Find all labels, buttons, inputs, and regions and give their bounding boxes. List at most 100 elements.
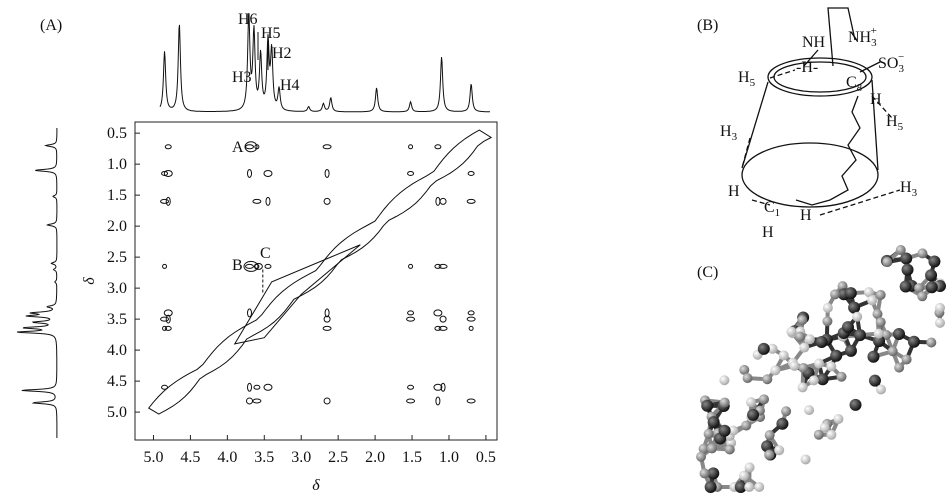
atom [797, 382, 808, 393]
atom [928, 255, 941, 268]
cross-peak [161, 384, 169, 390]
atom [786, 326, 797, 337]
atom [704, 481, 717, 493]
x-tick-label: 4.0 [217, 449, 237, 466]
cross-peak [440, 382, 446, 392]
cross-peak [439, 315, 447, 323]
cross-peak [264, 263, 272, 269]
circled-peak [244, 141, 258, 153]
atom [719, 375, 730, 386]
atom [836, 371, 847, 382]
cross-peak [162, 325, 168, 331]
cross-peak [165, 314, 171, 324]
atom [876, 384, 887, 395]
cross-peak [406, 398, 416, 404]
atom [925, 269, 938, 282]
cross-peak [434, 144, 442, 150]
label-base: C [846, 74, 857, 91]
cross-peak [438, 325, 448, 331]
label-base: H [900, 179, 912, 196]
diagram-label: SO3− [878, 51, 904, 75]
label-sub: 8 [857, 82, 863, 94]
diagram-label: NH [802, 34, 826, 51]
label-base: H [762, 224, 774, 241]
atom [696, 451, 707, 462]
diagram-label: H5 [738, 69, 756, 89]
peak-label: B [232, 257, 243, 274]
x-tick-label: 1.5 [402, 449, 422, 466]
atom [795, 331, 806, 342]
diagram-label: C8 [846, 74, 863, 94]
cross-peak [466, 316, 476, 322]
diagram-label: H3 [900, 179, 918, 199]
label-base: NH [802, 34, 826, 51]
atom [739, 470, 750, 481]
cross-peak [252, 198, 262, 204]
atom [841, 321, 854, 334]
cross-peak [408, 144, 414, 150]
atom [800, 454, 811, 465]
circled-peak [253, 262, 263, 270]
atom [814, 358, 825, 369]
cross-peak [164, 325, 172, 331]
atom [781, 406, 792, 417]
atom [867, 295, 878, 306]
diagonal [233, 244, 361, 345]
atom [815, 335, 828, 348]
atom [848, 301, 861, 314]
spectrum-label: H4 [280, 77, 300, 94]
diagram-label: NH3+ [848, 25, 877, 49]
x-tick-label: 2.0 [365, 449, 385, 466]
y-tick-label: 3.0 [107, 280, 127, 297]
cross-peak [438, 263, 448, 269]
diagram-label: H3 [720, 123, 738, 143]
cross-peak [164, 144, 172, 150]
atom [706, 443, 717, 454]
atom [808, 375, 819, 386]
label-sub: 1 [775, 207, 781, 219]
cross-peak [247, 308, 253, 318]
atom [757, 342, 770, 355]
atom [707, 467, 720, 480]
atom [744, 482, 755, 492]
x-tick-label: 1.0 [439, 449, 459, 466]
label-base: H [720, 123, 732, 140]
atom [914, 283, 925, 294]
x-tick-label: 3.5 [254, 449, 274, 466]
label-sub: 5 [898, 121, 904, 133]
label-base: H [886, 113, 898, 130]
cross-peak [245, 144, 255, 150]
atom [804, 334, 815, 345]
cross-peak [247, 382, 253, 392]
cross-peak [245, 263, 255, 269]
atom [767, 343, 778, 354]
cross-peak [407, 384, 415, 390]
cross-peak [406, 316, 416, 322]
cross-peak [165, 196, 171, 206]
y-tick-label: 2.5 [107, 249, 127, 266]
atom [745, 397, 756, 408]
y-tick-label: 1.0 [107, 156, 127, 173]
cross-peak [160, 198, 170, 204]
label-sub: 3 [898, 63, 904, 75]
atom [863, 287, 874, 298]
peak-label: A [232, 139, 244, 156]
x-tick-label: 2.5 [328, 449, 348, 466]
y-tick-label: 4.0 [107, 342, 127, 359]
cross-peak [263, 169, 273, 177]
cross-peak [323, 315, 331, 323]
label-base: H [728, 183, 740, 200]
atom [893, 327, 906, 340]
label-sup: + [871, 25, 877, 37]
label-sub: 3 [732, 131, 738, 143]
cross-peak [322, 144, 332, 150]
cross-peak [323, 197, 331, 205]
cross-peak [246, 397, 254, 405]
atom [826, 429, 837, 440]
cross-peak [434, 325, 442, 331]
cross-peak [252, 398, 262, 404]
atom [875, 289, 886, 300]
atom [867, 350, 880, 363]
cross-peak [163, 169, 173, 177]
atom [917, 291, 928, 302]
